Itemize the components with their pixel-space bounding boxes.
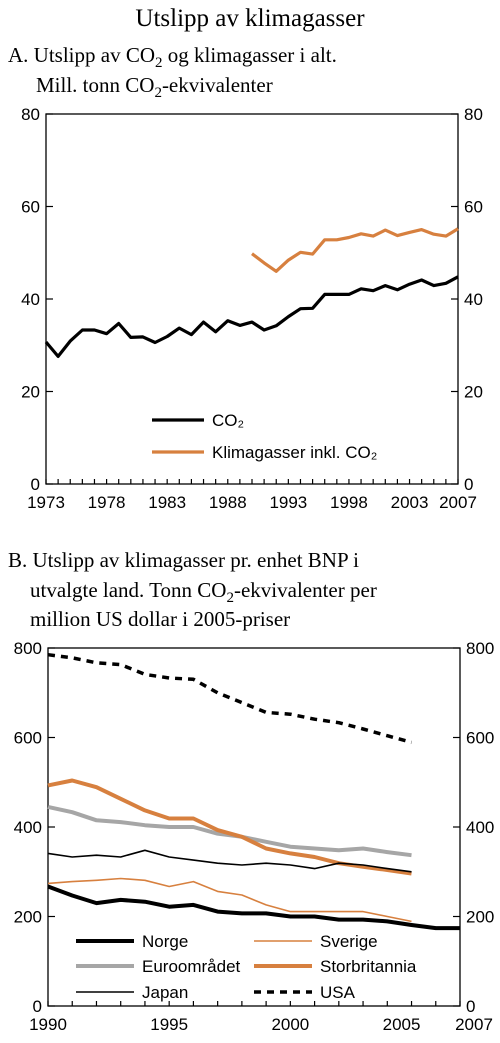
y-tick-label-right: 20 — [464, 383, 483, 402]
series-line-storbritannia — [47, 778, 412, 876]
panel-a-title-line2: Mill. tonn CO2-ekvivalenter — [36, 73, 273, 101]
legend-label: CO₂ — [212, 411, 244, 430]
series-line-co- — [44, 275, 459, 358]
legend-label: USA — [320, 983, 356, 1002]
series-line-usa — [47, 652, 412, 745]
legend-label: Sverige — [320, 932, 378, 951]
legend-label: Japan — [142, 983, 188, 1002]
panel-b-title-line1: B. Utslipp av klimagasser pr. enhet BNP … — [8, 548, 359, 572]
y-tick-label-left: 40 — [21, 290, 40, 309]
x-tick-label: 2000 — [271, 1015, 309, 1034]
legend-label: Storbritannia — [320, 957, 417, 976]
x-tick-label: 1978 — [88, 493, 126, 512]
y-tick-label-right: 400 — [466, 818, 494, 837]
y-tick-label-left: 80 — [21, 105, 40, 124]
y-tick-label-right: 80 — [464, 105, 483, 124]
x-tick-label: 1973 — [27, 493, 65, 512]
panel-b-chart: 0 0 200 200 400 400 600 600 800 800 1990 1995 2000 20… — [14, 639, 495, 1034]
x-tick-label: 1983 — [148, 493, 186, 512]
x-tick-label: 2007 — [455, 1015, 493, 1034]
y-tick-label-left: 20 — [21, 383, 40, 402]
y-tick-label-right: 0 — [466, 997, 475, 1016]
y-tick-label-left: 600 — [14, 729, 42, 748]
y-tick-label-right: 800 — [466, 639, 494, 658]
y-tick-label-right: 200 — [466, 908, 494, 927]
x-tick-label: 2003 — [391, 493, 429, 512]
y-tick-label-left: 0 — [33, 997, 42, 1016]
y-tick-label-left: 0 — [31, 475, 40, 494]
series-line-euroområdet — [47, 804, 412, 858]
x-tick-label: 1998 — [330, 493, 368, 512]
series-line-japan — [47, 849, 412, 873]
y-tick-label-right: 40 — [464, 290, 483, 309]
y-tick-label-left: 60 — [21, 198, 40, 217]
panel-b-title-line3: million US dollar i 2005-priser — [30, 607, 290, 631]
plot-frame — [45, 113, 459, 485]
y-tick-label-right: 0 — [464, 475, 473, 494]
x-tick-label: 1993 — [269, 493, 307, 512]
x-tick-label: 1995 — [150, 1015, 188, 1034]
x-tick-label: 2007 — [439, 493, 477, 512]
y-tick-label-left: 200 — [14, 908, 42, 927]
plot-frame — [47, 647, 461, 1007]
legend-label: Klimagasser inkl. CO₂ — [212, 443, 377, 462]
panel-a-chart: 0 0 20 20 40 40 60 60 80 80 1973 1978 1983 1988 1993 19… — [21, 105, 483, 512]
panel-b-title-line2: utvalgte land. Tonn CO2-ekvivalenter per — [30, 578, 377, 606]
y-tick-label-left: 800 — [14, 639, 42, 658]
y-tick-label-right: 600 — [466, 729, 494, 748]
series-line-sverige — [47, 877, 412, 923]
panel-a-title-line1: A. Utslipp av CO2 og klimagasser i alt. — [8, 43, 337, 71]
figure-title: Utslipp av klimagasser — [135, 5, 365, 32]
y-tick-label-left: 400 — [14, 818, 42, 837]
legend-label: Euroområdet — [142, 957, 241, 976]
legend-label: Norge — [142, 932, 188, 951]
x-tick-label: 1990 — [29, 1015, 67, 1034]
y-tick-label-right: 60 — [464, 198, 483, 217]
x-tick-label: 2005 — [383, 1015, 421, 1034]
series-line-klimagasser-inkl-co- — [251, 227, 459, 273]
x-tick-label: 1988 — [209, 493, 247, 512]
series-line-norge — [47, 884, 460, 931]
